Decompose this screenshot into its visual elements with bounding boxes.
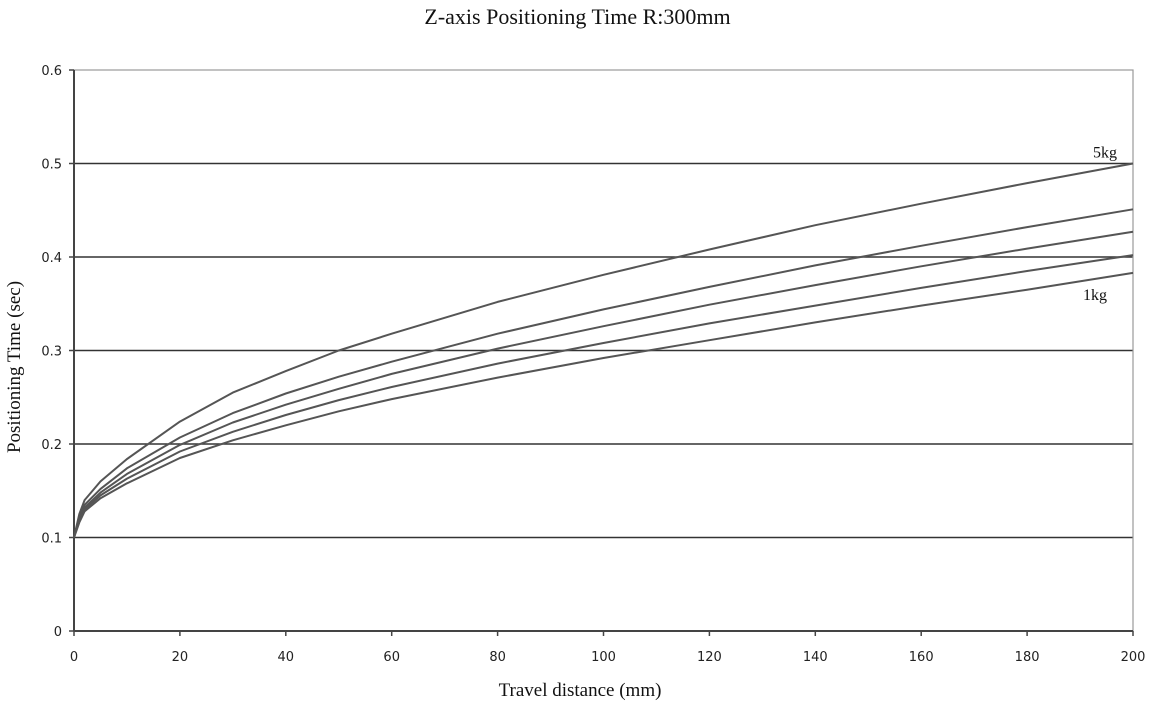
x-tick-label-7: 140 — [803, 650, 828, 665]
series-label-top: 5kg — [1093, 145, 1117, 162]
y-tick-label-6: 0.6 — [41, 64, 62, 79]
series-line-5 — [73, 271, 1134, 538]
x-tick-label-5: 100 — [591, 650, 616, 665]
x-axis-label: Travel distance (mm) — [498, 680, 662, 701]
x-tick-label-1: 20 — [172, 650, 189, 665]
y-tick-label-1: 0.1 — [41, 532, 62, 547]
x-tick-label-9: 180 — [1015, 650, 1040, 665]
y-tick-label-0: 0 — [54, 625, 62, 640]
y-tick-label-3: 0.3 — [41, 345, 62, 360]
series-line-4 — [73, 254, 1134, 538]
y-tick-label-5: 0.5 — [41, 158, 62, 173]
series-line-3 — [73, 230, 1134, 538]
series-line-2 — [73, 208, 1134, 538]
x-tick-label-8: 160 — [909, 650, 934, 665]
series-label-bottom: 1kg — [1083, 287, 1107, 304]
x-tick-label-3: 60 — [383, 650, 400, 665]
chart-title: Z-axis Positioning Time R:300mm — [424, 4, 731, 29]
y-tick-label-4: 0.4 — [41, 251, 62, 266]
x-tick-label-6: 120 — [697, 650, 722, 665]
x-tick-label-4: 80 — [489, 650, 506, 665]
series-line-1 — [73, 162, 1134, 538]
x-tick-label-2: 40 — [278, 650, 295, 665]
x-tick-label-0: 0 — [70, 650, 78, 665]
x-tick-label-10: 200 — [1121, 650, 1146, 665]
y-tick-label-2: 0.2 — [41, 438, 62, 453]
